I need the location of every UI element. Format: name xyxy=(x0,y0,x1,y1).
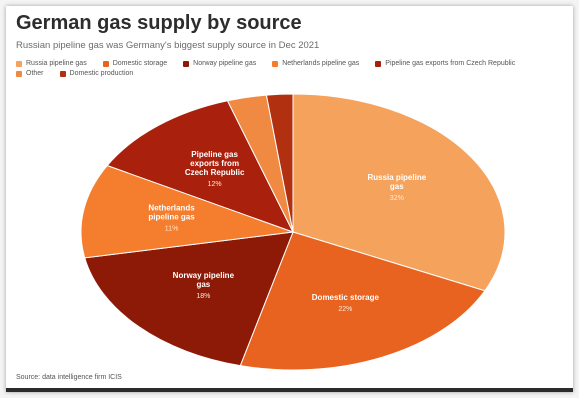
legend-swatch xyxy=(102,60,109,67)
legend-label: Domestic production xyxy=(69,70,134,77)
pie-slice xyxy=(292,93,506,292)
chart-card: German gas supply by source Russian pipe… xyxy=(6,6,573,392)
slice-value-label: 18% xyxy=(196,293,210,300)
legend-item: Pipeline gas exports from Czech Republic xyxy=(375,60,515,67)
slice-label: Netherlands pipeline gas xyxy=(148,203,195,221)
slice-label: Pipeline gas exports from Czech Republic xyxy=(185,150,245,177)
slice-label: Domestic storage xyxy=(312,293,380,302)
pie-slice xyxy=(84,231,294,367)
legend-item: Other xyxy=(16,70,44,77)
slice-label: Norway pipeline gas xyxy=(173,271,235,289)
slice-value-label: 32% xyxy=(390,195,404,202)
slice-value-label: 22% xyxy=(338,306,352,313)
legend-label: Norway pipeline gas xyxy=(193,60,257,67)
legend-swatch xyxy=(183,60,190,67)
legend-label: Pipeline gas exports from Czech Republic xyxy=(385,60,516,67)
chart-title: German gas supply by source xyxy=(16,12,302,34)
legend-item: Domestic storage xyxy=(102,60,168,67)
pie-slice xyxy=(265,93,294,233)
legend-item: Netherlands pipeline gas xyxy=(272,60,359,67)
pie-slice xyxy=(80,164,294,259)
slice-label: Russia pipeline gas xyxy=(367,173,426,191)
legend-item: Domestic production xyxy=(59,70,134,77)
slice-value-label: 12% xyxy=(208,181,222,188)
legend-swatch xyxy=(59,70,66,77)
legend-swatch xyxy=(16,70,22,77)
legend-swatch xyxy=(375,60,382,67)
slice-value-label: 11% xyxy=(165,225,179,232)
legend-label: Domestic storage xyxy=(112,60,168,67)
legend-item: Russia pipeline gas xyxy=(16,60,87,67)
legend-item: Norway pipeline gas xyxy=(183,60,256,67)
chart-subtitle: Russian pipeline gas was Germany's bigge… xyxy=(16,40,320,51)
legend-label: Other xyxy=(26,70,44,77)
chart-legend: Russia pipeline gas Domestic storage Norwa… xyxy=(16,60,561,77)
pie-slice xyxy=(106,100,295,233)
legend-swatch xyxy=(16,60,22,67)
legend-label: Netherlands pipeline gas xyxy=(282,60,360,67)
source-note: Source: data intelligence firm ICIS xyxy=(16,374,122,381)
legend-label: Russia pipeline gas xyxy=(26,60,87,67)
pie-chart: Russia pipeline gas 32% Domestic storage 22%… xyxy=(80,93,506,371)
pie-slice xyxy=(239,231,486,371)
legend-swatch xyxy=(272,60,279,67)
